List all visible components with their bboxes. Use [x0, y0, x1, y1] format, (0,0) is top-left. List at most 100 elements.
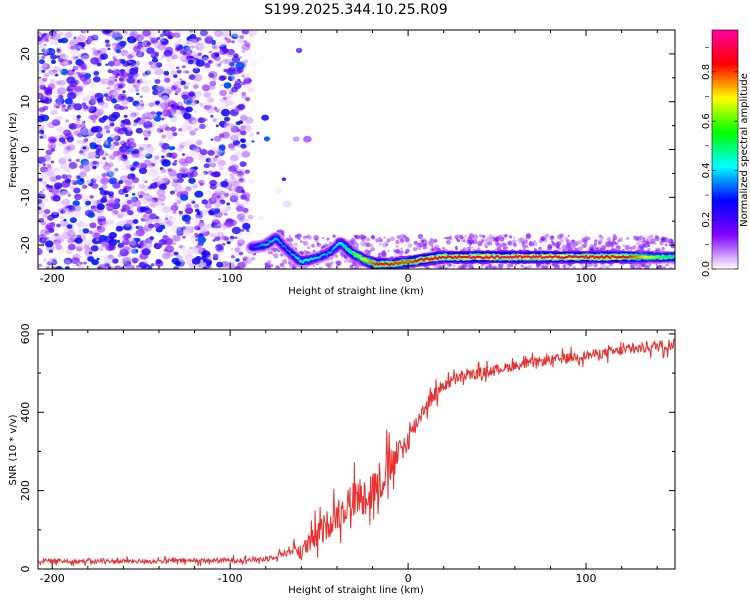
- spectrogram-noise-cell: [199, 149, 208, 156]
- spectrogram-band-cell: [499, 263, 504, 268]
- spectrogram-noise-cell: [151, 57, 159, 63]
- spectrogram-noise-cell: [77, 42, 82, 46]
- spectrogram-noise-cell: [63, 166, 71, 173]
- spectrogram-noise-cell: [123, 185, 131, 192]
- spectrogram-noise-cell: [204, 63, 211, 69]
- spectrogram-band-cell: [636, 266, 641, 269]
- spectrogram-band-cell: [445, 266, 449, 269]
- spectrogram-noise-cell: [92, 205, 97, 209]
- spectrogram-noise-cell: [181, 94, 189, 100]
- spectrogram-noise-cell: [208, 158, 214, 163]
- spectrogram-noise-cell: [162, 205, 171, 214]
- spectrogram-noise-cell: [123, 246, 130, 252]
- spectrogram-noise-cell: [202, 172, 207, 176]
- spectrogram-band-cell: [311, 243, 316, 248]
- spectrogram-noise-cell: [172, 132, 178, 137]
- spectrogram-noise-cell: [62, 207, 66, 210]
- spectrogram-noise-cell: [229, 195, 239, 203]
- spectrogram-noise-cell: [92, 76, 101, 83]
- spectrogram-noise-cell: [70, 45, 76, 50]
- spectrogram-noise-cell: [240, 194, 248, 200]
- spectrogram-band-cell: [355, 242, 359, 247]
- spectrogram-x-ticks: -200 -100 0 100: [40, 30, 658, 285]
- spectrogram-band-cell: [302, 241, 305, 243]
- spectrogram-noise-cell: [173, 178, 179, 183]
- spectrogram-noise-cell: [127, 210, 134, 216]
- spectrogram-noise-cell: [107, 80, 115, 86]
- spectrogram-signal-cell: [587, 256, 591, 259]
- spectrogram-noise-cell: [59, 49, 65, 54]
- spectrogram-noise-cell: [101, 87, 106, 91]
- spectrogram-noise-cell: [50, 71, 56, 76]
- spectrogram-noise-cell: [72, 72, 78, 76]
- spectrogram-noise-cell: [185, 118, 188, 122]
- spectrogram-band-cell: [553, 243, 557, 247]
- spectrogram-noise-cell: [214, 209, 220, 214]
- spectrogram-noise-cell: [224, 178, 228, 182]
- spectrogram-noise-cell: [95, 238, 100, 242]
- spectrogram-signal-cell: [284, 246, 287, 249]
- spectrogram-noise-cell: [61, 205, 65, 208]
- spectrogram-noise-cell: [103, 190, 110, 196]
- spectrogram-noise-cell: [141, 41, 147, 46]
- spectrogram-noise-cell: [63, 61, 70, 66]
- spectrogram-noise-cell: [199, 30, 209, 37]
- spectrogram-band-cell: [528, 264, 532, 269]
- spectrogram-band-cell: [606, 237, 611, 242]
- spectrogram-band-cell: [601, 244, 607, 250]
- spectrogram-noise-cell: [153, 51, 160, 57]
- spectrogram-noise-cell: [191, 128, 197, 134]
- spectrogram-band-cell: [369, 243, 374, 248]
- spectrogram-noise-cell: [153, 181, 162, 188]
- spectrogram-band-cell: [266, 260, 272, 265]
- spectrogram-noise-cell: [143, 213, 148, 218]
- spectrogram-noise-cell: [75, 210, 82, 216]
- spectrogram-noise-cell: [75, 213, 80, 217]
- spectrogram-signal-cell: [468, 254, 471, 258]
- spectrogram-noise-cell: [224, 213, 229, 216]
- spectrogram-band-cell: [365, 242, 371, 248]
- spectrogram-noise-cell: [247, 87, 255, 93]
- spectrogram-noise-cell: [60, 60, 68, 68]
- spectrogram-noise-cell: [118, 139, 125, 145]
- spectrogram-noise-cell: [178, 255, 188, 263]
- spectrogram-noise-cell: [50, 54, 57, 60]
- spectrogram-noise-cell: [42, 122, 49, 128]
- spectrogram-noise-cell: [214, 189, 223, 196]
- spectrogram-noise-cell: [82, 120, 86, 124]
- spectrogram-noise-cell: [40, 229, 49, 236]
- spectrogram-noise-cell: [126, 187, 132, 192]
- spectrogram-noise-cell: [161, 203, 165, 206]
- spectrogram-noise-cell: [186, 138, 195, 146]
- spectrogram-noise-cell: [44, 89, 53, 96]
- spectrogram-noise-cell: [77, 134, 83, 139]
- spectrogram-noise-cell: [41, 242, 45, 245]
- spectrogram-signal-cell: [583, 256, 586, 259]
- spectrogram-noise-cell: [140, 103, 144, 107]
- spectrogram-noise-cell: [200, 105, 205, 108]
- spectrogram-noise-cell: [173, 81, 182, 88]
- spectrogram-noise-cell: [95, 139, 102, 145]
- spectrogram-noise-cell: [164, 230, 169, 234]
- spectrogram-noise-cell: [50, 148, 56, 152]
- spectrogram-noise-cell: [38, 184, 48, 192]
- spectrogram-band-cell: [313, 235, 319, 241]
- spectrogram-signal-cell: [661, 256, 665, 259]
- spectrogram-noise-cell: [161, 178, 167, 183]
- spectrogram-band-cell: [360, 241, 366, 247]
- spectrogram-noise-cell: [231, 187, 237, 192]
- spectrogram-noise-cell: [197, 117, 206, 124]
- spectrogram-noise-cell: [214, 155, 219, 159]
- spectrogram-noise-cell: [204, 202, 212, 209]
- spectrogram-noise-cell: [121, 143, 127, 148]
- spectrogram-band-cell: [349, 264, 354, 269]
- spectrogram-band-cell: [378, 236, 381, 240]
- spectrogram-noise-cell: [197, 153, 206, 161]
- spectrogram-noise-cell: [195, 238, 199, 242]
- spectrogram-noise-cell: [229, 235, 235, 240]
- spectrogram-signal-cell: [401, 260, 404, 263]
- spectrogram-noise-cell: [53, 65, 59, 70]
- spectrogram-noise-cell: [73, 44, 82, 52]
- spectrogram-noise-cell: [127, 246, 136, 253]
- spectrogram-noise-cell: [82, 146, 87, 150]
